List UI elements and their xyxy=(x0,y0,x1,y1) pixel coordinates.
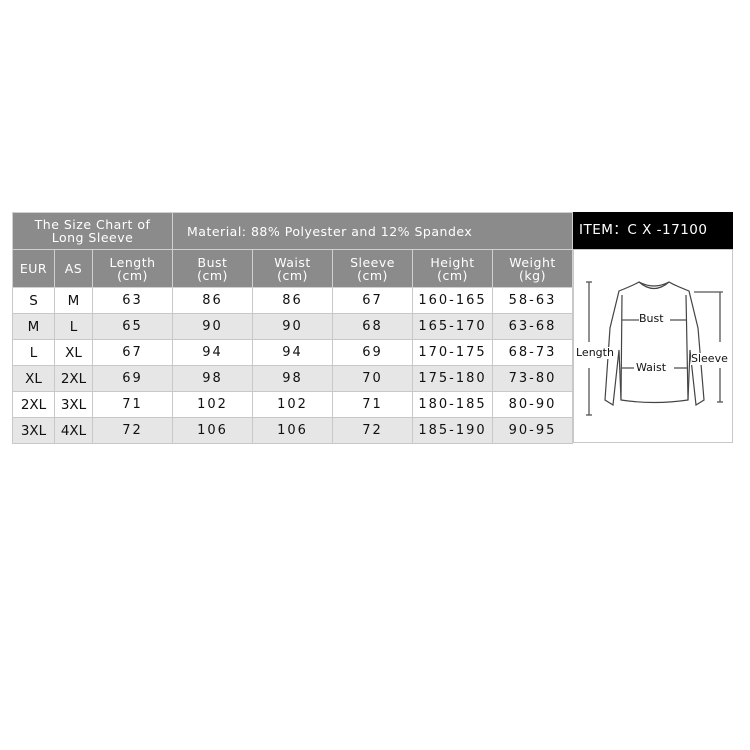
measurement-diagram: Bust Waist Length Sleeve xyxy=(573,249,733,443)
table-cell: 71 xyxy=(332,391,414,418)
table-cell: 3XL xyxy=(12,417,55,444)
column-header: Waist (cm) xyxy=(252,249,334,288)
table-cell: 63-68 xyxy=(492,313,574,340)
chart-title: The Size Chart of Long Sleeve xyxy=(11,212,174,250)
table-cell: 4XL xyxy=(54,417,93,444)
waist-label: Waist xyxy=(636,361,667,374)
table-cell: M xyxy=(12,313,55,340)
table-cell: 175-180 xyxy=(412,365,494,392)
table-cell: 106 xyxy=(252,417,334,444)
column-header: AS xyxy=(54,249,93,288)
table-cell: 68 xyxy=(332,313,414,340)
column-header: Sleeve (cm) xyxy=(332,249,414,288)
table-row: XL 2XL 69 98 98 70 175-180 73-80 xyxy=(12,365,574,392)
table-cell: 185-190 xyxy=(412,417,494,444)
item-code: ITEM：C X -17100 xyxy=(573,212,733,249)
table-cell: 58-63 xyxy=(492,287,574,314)
column-header: Bust (cm) xyxy=(172,249,254,288)
column-header: EUR xyxy=(12,249,55,288)
table-cell: 90 xyxy=(252,313,334,340)
size-chart-table: The Size Chart of Long Sleeve Material: 8… xyxy=(11,212,574,444)
length-label: Length xyxy=(576,346,614,359)
table-cell: 67 xyxy=(332,287,414,314)
table-row: 3XL 4XL 72 106 106 72 185-190 90-95 xyxy=(12,417,574,444)
table-cell: 102 xyxy=(252,391,334,418)
title-row: The Size Chart of Long Sleeve Material: 8… xyxy=(11,212,574,250)
table-cell: 94 xyxy=(172,339,254,366)
table-cell: 86 xyxy=(252,287,334,314)
column-header: Weight (kg) xyxy=(492,249,574,288)
table-cell: 90 xyxy=(172,313,254,340)
table-cell: 68-73 xyxy=(492,339,574,366)
table-cell: 170-175 xyxy=(412,339,494,366)
table-cell: L xyxy=(12,339,55,366)
table-cell: 73-80 xyxy=(492,365,574,392)
table-cell: 72 xyxy=(332,417,414,444)
table-row: 2XL 3XL 71 102 102 71 180-185 80-90 xyxy=(12,391,574,418)
table-cell: 2XL xyxy=(12,391,55,418)
table-cell: 102 xyxy=(172,391,254,418)
table-cell: 71 xyxy=(91,391,174,418)
long-sleeve-shirt-icon xyxy=(586,281,723,416)
table-cell: 180-185 xyxy=(412,391,494,418)
table-cell: 160-165 xyxy=(412,287,494,314)
table-cell: 80-90 xyxy=(492,391,574,418)
table-cell: 86 xyxy=(172,287,254,314)
column-header-row: EUR AS Length (cm) Bust (cm) Waist (cm) Sleeve (c… xyxy=(12,249,574,288)
table-cell: L xyxy=(54,313,93,340)
table-cell: 165-170 xyxy=(412,313,494,340)
table-cell: 90-95 xyxy=(492,417,574,444)
material-info: Material: 88% Polyester and 12% Spandex xyxy=(172,212,574,250)
table-cell: 69 xyxy=(91,365,174,392)
bust-label: Bust xyxy=(639,312,664,325)
table-cell: 94 xyxy=(252,339,334,366)
column-header: Height (cm) xyxy=(412,249,494,288)
column-header: Length (cm) xyxy=(91,249,174,288)
sleeve-label: Sleeve xyxy=(691,352,728,365)
table-cell: 98 xyxy=(252,365,334,392)
table-row: M L 65 90 90 68 165-170 63-68 xyxy=(12,313,574,340)
table-cell: XL xyxy=(54,339,93,366)
table-cell: 63 xyxy=(91,287,174,314)
table-cell: S xyxy=(12,287,55,314)
table-cell: 3XL xyxy=(54,391,93,418)
table-cell: M xyxy=(54,287,93,314)
table-cell: 70 xyxy=(332,365,414,392)
table-cell: 72 xyxy=(91,417,174,444)
table-cell: 106 xyxy=(172,417,254,444)
table-cell: 2XL xyxy=(54,365,93,392)
table-cell: 65 xyxy=(91,313,174,340)
table-cell: 69 xyxy=(332,339,414,366)
table-row: S M 63 86 86 67 160-165 58-63 xyxy=(12,287,574,314)
table-cell: XL xyxy=(12,365,55,392)
table-row: L XL 67 94 94 69 170-175 68-73 xyxy=(12,339,574,366)
table-cell: 67 xyxy=(91,339,174,366)
table-cell: 98 xyxy=(172,365,254,392)
